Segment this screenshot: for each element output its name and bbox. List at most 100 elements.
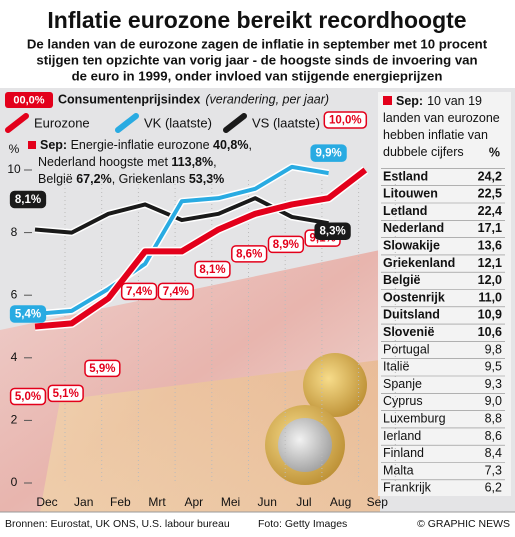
annotation-marker <box>28 141 36 149</box>
value-label: 5,9% <box>89 363 115 375</box>
annotation: Nederland hoogste met 113,8%, <box>38 155 217 169</box>
key-badge-box <box>5 92 53 108</box>
table-title: Sep: 10 van 19 <box>396 94 482 108</box>
legend-label: Eurozone <box>34 115 90 130</box>
y-tick-label: 4 <box>11 350 18 364</box>
annotation-part: 113,8% <box>171 155 213 169</box>
footer-sources: Bronnen: Eurostat, UK ONS, U.S. labour b… <box>5 518 230 530</box>
value-label-box <box>9 190 47 209</box>
y-tick-label: 2 <box>11 413 18 427</box>
table-value: 6,2 <box>485 481 502 495</box>
table-value: 12,1 <box>478 256 502 270</box>
value-label: 9,9% <box>315 148 341 160</box>
chart-title: Consumentenprijsindex <box>58 93 200 107</box>
table-marker <box>383 96 392 105</box>
value-label: 8,6% <box>236 248 262 260</box>
annotation-part: België <box>38 172 76 186</box>
annotation-part: , Griekenlans <box>112 172 189 186</box>
annotation-part: , <box>213 155 216 169</box>
value-label: 7,4% <box>163 286 189 298</box>
series-line <box>34 164 329 316</box>
annotation-part: 67,2% <box>76 172 111 186</box>
table-title-line: hebben inflatie van <box>383 128 488 142</box>
table-value: 7,3 <box>485 463 502 477</box>
table-country: Finland <box>383 446 424 460</box>
y-axis-label: % <box>9 142 20 156</box>
table-value: 8,6 <box>485 429 502 443</box>
table-value: 22,5 <box>478 187 502 201</box>
table-value: 22,4 <box>478 204 502 218</box>
table-country: België <box>383 273 421 287</box>
value-label-box <box>314 222 351 240</box>
table-country: Letland <box>383 204 427 218</box>
table-value: 11,0 <box>478 290 502 304</box>
value-label: 8,9% <box>273 239 299 251</box>
legend-swatch <box>5 113 29 133</box>
table-unit: % <box>489 145 500 159</box>
table-value: 24,2 <box>478 169 502 183</box>
y-tick-label: 6 <box>11 287 18 301</box>
coin-photo <box>303 353 367 417</box>
y-tick-label: 10 <box>7 162 21 176</box>
value-label-box <box>9 387 47 406</box>
subtitle: De landen van de eurozone zagen de infla… <box>27 36 488 51</box>
table-value: 10,6 <box>478 325 502 339</box>
annotation: België 67,2%, Griekenlans 53,3% <box>38 172 224 186</box>
table-country: Italië <box>383 360 409 374</box>
x-tick-label: Dec <box>36 495 57 509</box>
table-title: landen van eurozone <box>383 111 500 125</box>
x-tick-label: Feb <box>110 495 131 509</box>
table-value: 10,9 <box>478 308 502 322</box>
table-title-line: 10 van 19 <box>427 94 482 108</box>
table-country: Duitsland <box>383 308 440 322</box>
value-label: 10,0% <box>329 115 362 127</box>
value-label-box <box>323 111 368 129</box>
table-value: 9,3 <box>485 377 502 391</box>
x-tick-label: Mrt <box>148 495 166 509</box>
value-label: 8,1% <box>199 264 225 276</box>
table-value: 9,5 <box>485 360 502 374</box>
y-tick-label: 0 <box>11 475 18 489</box>
table-country: Cyprus <box>383 394 423 408</box>
value-label-box <box>310 144 347 162</box>
legend-swatch <box>223 113 247 133</box>
x-tick-label: Aug <box>330 495 351 509</box>
value-label-box <box>194 260 231 279</box>
table-country: Nederland <box>383 221 444 235</box>
table-country: Spanje <box>383 377 422 391</box>
table-country: Estland <box>383 169 428 183</box>
value-label: 5,0% <box>15 391 41 403</box>
value-label-box <box>231 245 268 263</box>
table-prefix: Sep: <box>396 94 423 108</box>
x-tick-label: Jun <box>258 495 277 509</box>
value-label: 8,3% <box>319 226 345 238</box>
table-country: Ierland <box>383 429 421 443</box>
value-label: 7,4% <box>126 286 152 298</box>
annotation-part: Energie-inflatie eurozone <box>67 138 213 152</box>
value-label-box <box>9 305 47 323</box>
annotation-part: Sep: <box>40 138 67 152</box>
table-title-line: dubbele cijfers <box>383 145 464 159</box>
x-tick-label: Mei <box>221 495 240 509</box>
table-value: 12,0 <box>478 273 502 287</box>
value-label-box <box>267 235 305 254</box>
annotation-part: Nederland hoogste met <box>38 155 171 169</box>
coin-photo <box>278 418 332 472</box>
table-country: Luxemburg <box>383 411 446 425</box>
table-value: 9,8 <box>485 342 502 356</box>
value-label-box <box>120 282 158 301</box>
value-label-box <box>157 282 194 301</box>
table-value: 17,1 <box>478 221 502 235</box>
x-tick-label: Apr <box>184 495 203 509</box>
footer-credit: © GRAPHIC NEWS <box>417 518 510 530</box>
legend-label: VS (laatste) <box>252 115 320 130</box>
x-tick-label: Jan <box>74 495 93 509</box>
table-country: Oostenrijk <box>383 290 445 304</box>
subtitle: de euro in 1999, onder invloed van stijg… <box>72 68 443 83</box>
value-label: 5,4% <box>15 309 41 321</box>
table-title: hebben inflatie van <box>383 128 488 142</box>
x-tick-label: Jul <box>296 495 311 509</box>
table-country: Frankrijk <box>383 481 432 495</box>
table-value: 8,8 <box>485 411 502 425</box>
